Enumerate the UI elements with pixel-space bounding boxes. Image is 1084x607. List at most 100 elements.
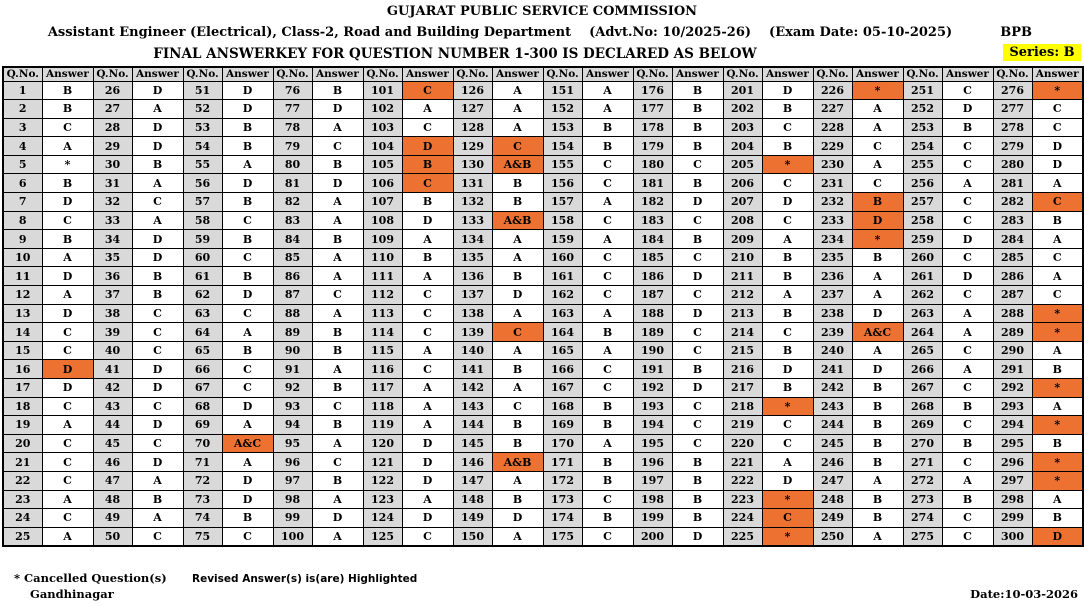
- answer-cell: B: [941, 433, 994, 454]
- qno-cell: 81: [272, 173, 313, 194]
- answer-cell: A: [311, 359, 364, 379]
- qno-cell: 184: [632, 229, 673, 249]
- answer-cell: A: [851, 526, 904, 547]
- answer-cell: D: [221, 80, 274, 101]
- qno-cell: 125: [362, 526, 403, 547]
- answer-cell: C: [581, 210, 634, 231]
- answer-cell-highlighted: C: [491, 322, 544, 342]
- qno-cell: 172: [542, 470, 583, 491]
- answer-cell: A: [851, 340, 904, 361]
- answer-cell: B: [761, 247, 814, 268]
- qno-cell: 191: [632, 359, 673, 379]
- answer-cell: D: [131, 229, 184, 249]
- answer-cell: D: [311, 508, 364, 528]
- qno-cell: 248: [812, 489, 853, 510]
- answer-cell: D: [761, 80, 814, 101]
- answer-cell: C: [851, 136, 904, 156]
- qno-cell: 148: [452, 489, 493, 510]
- answer-cell: B: [941, 117, 994, 138]
- answer-cell: C: [311, 396, 364, 417]
- qno-cell: 141: [452, 359, 493, 379]
- qno-cell: 186: [632, 266, 673, 287]
- qno-cell: 17: [2, 378, 43, 398]
- answer-cell: C: [311, 285, 364, 305]
- qno-cell: 216: [722, 359, 763, 379]
- qno-cell: 13: [2, 303, 43, 324]
- answer-cell: B: [491, 415, 544, 435]
- answer-cell-highlighted: *: [1031, 378, 1084, 398]
- answer-cell: A: [221, 154, 274, 175]
- qno-cell: 82: [272, 192, 313, 212]
- answer-cell-highlighted: *: [1031, 415, 1084, 435]
- answer-cell: B: [41, 99, 94, 119]
- qno-cell: 133: [452, 210, 493, 231]
- answer-cell: A: [941, 359, 994, 379]
- qno-cell: 296: [992, 452, 1033, 472]
- qno-cell: 137: [452, 285, 493, 305]
- answer-cell: A: [491, 378, 544, 398]
- qno-cell: 179: [632, 136, 673, 156]
- qno-cell: 193: [632, 396, 673, 417]
- qno-cell: 127: [452, 99, 493, 119]
- answer-cell: C: [761, 415, 814, 435]
- qno-cell: 152: [542, 99, 583, 119]
- answer-cell-highlighted: C: [491, 136, 544, 156]
- answer-cell: C: [941, 340, 994, 361]
- answer-cell: *: [41, 154, 94, 175]
- revised-note: Revised Answer(s) is(are) Highlighted: [192, 573, 418, 585]
- qno-cell: 69: [182, 415, 223, 435]
- qno-cell: 42: [92, 378, 133, 398]
- answer-cell: C: [941, 247, 994, 268]
- answer-cell-highlighted: A&B: [491, 452, 544, 472]
- qno-cell: 30: [92, 154, 133, 175]
- answer-cell: A: [311, 489, 364, 510]
- answer-cell: C: [131, 303, 184, 324]
- answer-cell: D: [401, 508, 454, 528]
- qno-cell: 108: [362, 210, 403, 231]
- answer-cell: C: [581, 247, 634, 268]
- answer-cell: B: [581, 396, 634, 417]
- qno-cell: 243: [812, 396, 853, 417]
- qno-cell: 83: [272, 210, 313, 231]
- qno-header: Q.No.: [632, 66, 673, 82]
- answer-cell: C: [221, 247, 274, 268]
- qno-cell: 192: [632, 378, 673, 398]
- answer-cell: B: [311, 322, 364, 342]
- qno-cell: 12: [2, 285, 43, 305]
- answer-cell: D: [1031, 136, 1084, 156]
- qno-cell: 29: [92, 136, 133, 156]
- qno-cell: 9: [2, 229, 43, 249]
- qno-cell: 93: [272, 396, 313, 417]
- qno-cell: 7: [2, 192, 43, 212]
- answer-cell-highlighted: B: [401, 154, 454, 175]
- answer-cell-highlighted: *: [1031, 80, 1084, 101]
- answer-cell: C: [581, 154, 634, 175]
- qno-cell: 61: [182, 266, 223, 287]
- answer-cell: C: [41, 470, 94, 491]
- qno-cell: 66: [182, 359, 223, 379]
- answer-cell: A: [401, 396, 454, 417]
- answer-cell: B: [491, 266, 544, 287]
- qno-cell: 166: [542, 359, 583, 379]
- qno-cell: 201: [722, 80, 763, 101]
- answer-cell: C: [131, 433, 184, 454]
- answer-cell: A: [401, 415, 454, 435]
- answer-cell: D: [131, 117, 184, 138]
- qno-cell: 223: [722, 489, 763, 510]
- qno-cell: 86: [272, 266, 313, 287]
- answer-cell: A: [311, 210, 364, 231]
- qno-cell: 278: [992, 117, 1033, 138]
- answer-header: Answer: [1031, 66, 1084, 82]
- answer-cell: B: [221, 266, 274, 287]
- answer-cell-highlighted: *: [1031, 303, 1084, 324]
- table-header-row: Q.No. Answer Q.No. Answer Q.No. Answer Q.No. An…: [2, 66, 1084, 82]
- answer-cell: C: [941, 526, 994, 547]
- qno-cell: 113: [362, 303, 403, 324]
- qno-cell: 273: [902, 489, 943, 510]
- qno-cell: 8: [2, 210, 43, 231]
- qno-cell: 269: [902, 415, 943, 435]
- qno-cell: 250: [812, 526, 853, 547]
- qno-cell: 149: [452, 508, 493, 528]
- qno-header: Q.No.: [362, 66, 403, 82]
- answer-cell: A: [491, 303, 544, 324]
